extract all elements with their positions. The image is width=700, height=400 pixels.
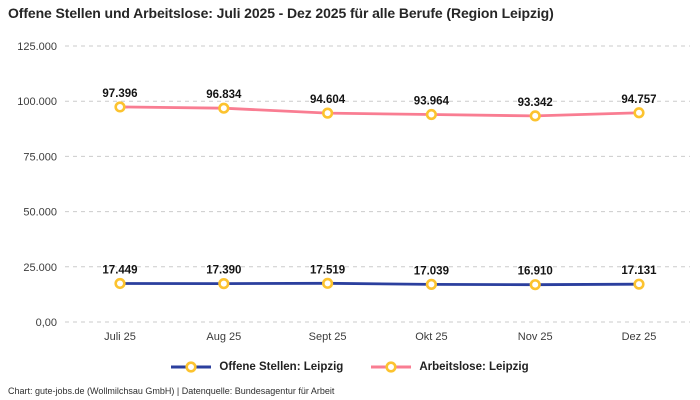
data-point-value-label: 94.604 xyxy=(310,94,346,106)
x-tick-label: Nov 25 xyxy=(518,331,553,343)
y-tick-label: 75.000 xyxy=(23,151,57,163)
data-point-marker xyxy=(322,277,334,289)
x-tick-label: Sept 25 xyxy=(309,331,347,343)
data-point-marker xyxy=(633,278,645,290)
legend-label: Offene Stellen: Leipzig xyxy=(219,361,344,373)
data-point-marker xyxy=(114,277,126,290)
x-tick-label: Juli 25 xyxy=(104,331,136,343)
x-tick-label: Okt 25 xyxy=(415,331,447,343)
data-point-value-label: 17.039 xyxy=(414,265,449,277)
y-tick-label: 50.000 xyxy=(23,207,57,219)
data-point-value-label: 17.519 xyxy=(310,264,345,276)
series-line xyxy=(118,281,641,287)
data-point-value-label: 96.834 xyxy=(206,89,242,101)
data-point-marker xyxy=(322,107,334,119)
x-tick-label: Dez 25 xyxy=(622,331,657,343)
data-point-value-label: 97.396 xyxy=(102,88,137,100)
legend-swatch-line-icon xyxy=(171,361,212,373)
data-point-marker xyxy=(218,102,230,114)
data-point-marker xyxy=(114,101,126,113)
legend-label: Arbeitslose: Leipzig xyxy=(419,361,529,373)
line-chart: 0,00 25.000 50.000 75.000 100.000 125.000 Juli… xyxy=(17,41,690,343)
x-tick-label: Aug 25 xyxy=(206,331,241,343)
data-point-marker xyxy=(425,108,438,121)
data-point-value-label: 93.964 xyxy=(414,96,450,108)
data-point-value-label: 17.390 xyxy=(206,265,241,277)
y-tick-label: 100.000 xyxy=(17,96,57,108)
legend-swatch-line-icon xyxy=(371,361,412,373)
data-point-marker xyxy=(425,278,438,290)
legend-item-offene-stellen: Offene Stellen: Leipzig xyxy=(171,360,343,374)
chart-legend: Offene Stellen: Leipzig Arbeitslose: Lei… xyxy=(0,360,700,374)
legend-item-arbeitslose: Arbeitslose: Leipzig xyxy=(371,360,529,374)
y-tick-label: 25.000 xyxy=(23,262,57,274)
data-point-marker xyxy=(633,107,645,119)
data-point-value-label: 16.910 xyxy=(518,266,553,278)
data-point-marker xyxy=(529,279,541,291)
page-title: Offene Stellen und Arbeitslose: Juli 202… xyxy=(8,5,554,21)
data-point-value-label: 93.342 xyxy=(518,97,553,109)
attribution-footer: Chart: gute-jobs.de (Wollmilchsau GmbH) … xyxy=(8,386,335,396)
data-point-marker xyxy=(529,110,541,122)
series-line xyxy=(118,105,641,118)
y-tick-label: 0,00 xyxy=(36,317,57,329)
data-point-marker xyxy=(218,278,230,290)
y-tick-label: 125.000 xyxy=(17,41,57,53)
data-point-value-label: 17.449 xyxy=(102,264,137,276)
data-point-value-label: 17.131 xyxy=(621,265,657,277)
data-point-value-label: 94.757 xyxy=(621,94,656,106)
